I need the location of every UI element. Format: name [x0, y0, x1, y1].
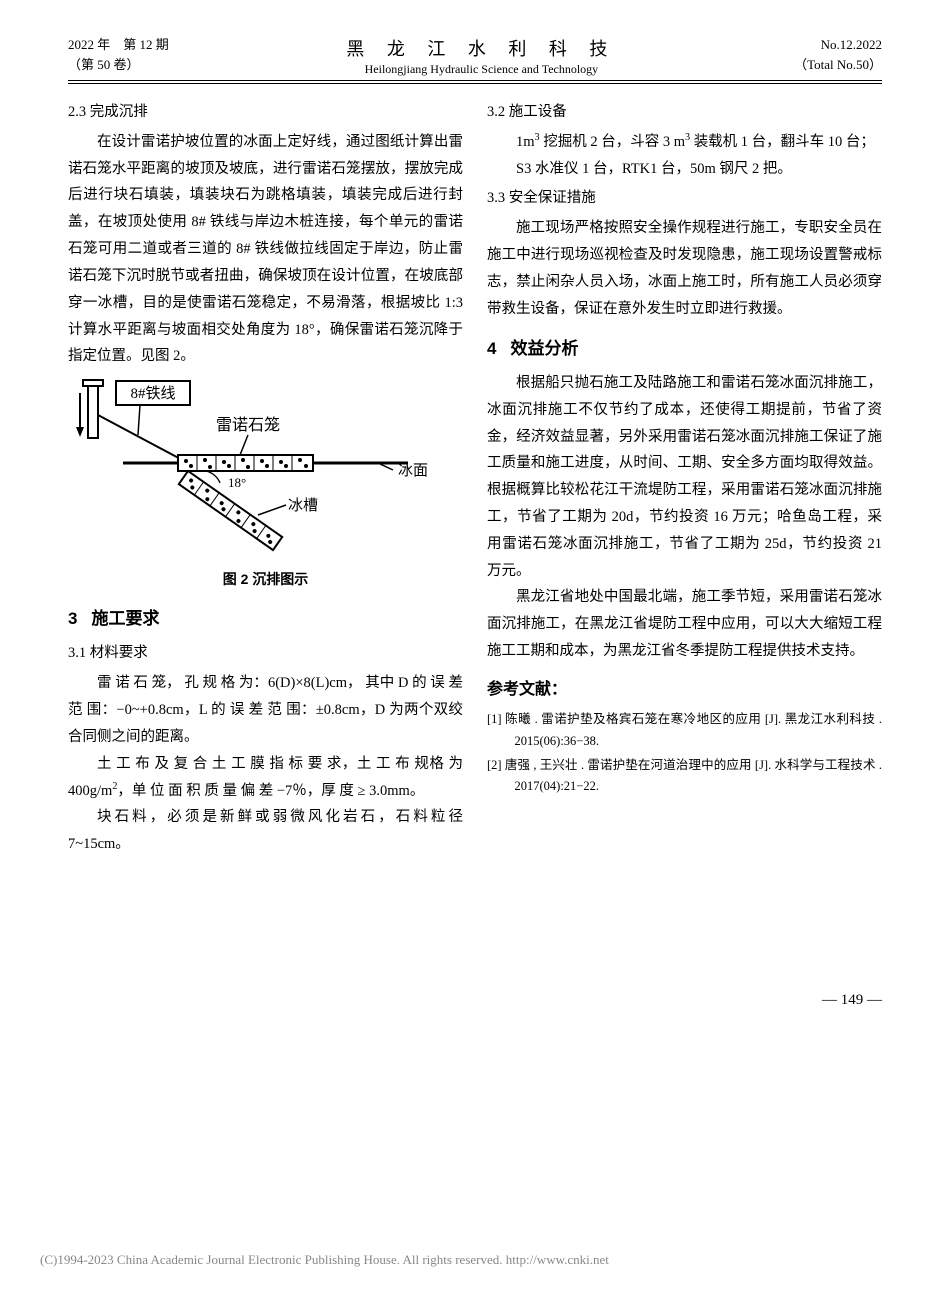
header-left: 2022 年 第 12 期 （第 50 卷）	[68, 35, 169, 74]
heading-3-text: 施工要求	[91, 609, 159, 628]
page-header: 2022 年 第 12 期 （第 50 卷） 黑 龙 江 水 利 科 技 Hei…	[68, 35, 882, 81]
label-ice: 冰面	[398, 462, 428, 479]
heading-3-num: 3	[68, 609, 77, 628]
header-center: 黑 龙 江 水 利 科 技 Heilongjiang Hydraulic Sci…	[169, 35, 794, 77]
journal-title-cn: 黑 龙 江 水 利 科 技	[169, 35, 794, 61]
right-column: 3.2 施工设备 1m3 挖掘机 2 台，斗容 3 m3 装载机 1 台，翻斗车…	[487, 96, 882, 1015]
reference-2: [2] 唐强 , 王兴壮 . 雷诺护垫在河道治理中的应用 [J]. 水科学与工程…	[487, 755, 882, 798]
para-3-1-3: 块石料，必须是新鲜或弱微风化岩石，石料粒径 7~15cm。	[68, 804, 463, 858]
heading-4: 4 效益分析	[487, 333, 882, 364]
label-cage: 雷诺石笼	[216, 416, 280, 434]
para-3-2-1: 1m3 挖掘机 2 台，斗容 3 m3 装载机 1 台，翻斗车 10 台；	[487, 129, 882, 156]
copyright-footer: (C)1994-2023 China Academic Journal Elec…	[40, 1252, 609, 1268]
references-title: 参考文献：	[487, 675, 882, 705]
heading-3-1: 3.1 材料要求	[68, 640, 463, 667]
page-number: — 149 —	[487, 987, 882, 1015]
heading-4-text: 效益分析	[510, 339, 578, 358]
para-3-1-2: 土 工 布 及 复 合 土 工 膜 指 标 要 求，土 工 布 规格 为 400…	[68, 751, 463, 805]
header-rule	[68, 83, 882, 84]
heading-4-num: 4	[487, 339, 496, 358]
reference-1: [1] 陈曦 . 雷诺护垫及格宾石笼在寒冷地区的应用 [J]. 黑龙江水利科技 …	[487, 709, 882, 752]
para-2-3: 在设计雷诺护坡位置的冰面上定好线，通过图纸计算出雷诺石笼水平距离的坡顶及坡底，进…	[68, 129, 463, 370]
figure-2: 8#铁线 雷诺石笼 冰面	[68, 375, 463, 593]
label-wire: 8#铁线	[130, 385, 175, 402]
heading-3-2: 3.2 施工设备	[487, 99, 882, 126]
figure-caption: 图 2 沉排图示	[68, 567, 463, 593]
heading-2-3: 2.3 完成沉排	[68, 99, 463, 126]
sinking-diagram: 8#铁线 雷诺石笼 冰面	[68, 375, 428, 565]
journal-title-en: Heilongjiang Hydraulic Science and Techn…	[169, 62, 794, 77]
issue-info: 2022 年 第 12 期	[68, 35, 169, 55]
issue-no: No.12.2022	[794, 35, 882, 55]
content-columns: 2.3 完成沉排 在设计雷诺护坡位置的冰面上定好线，通过图纸计算出雷诺石笼水平距…	[68, 96, 882, 1015]
heading-3: 3 施工要求	[68, 603, 463, 634]
volume-info: （第 50 卷）	[68, 55, 169, 75]
heading-3-3: 3.3 安全保证措施	[487, 185, 882, 212]
para-3-1-1: 雷 诺 石 笼， 孔 规 格 为：6(D)×8(L)cm， 其中 D 的 误 差…	[68, 670, 463, 750]
angle-label: 18°	[228, 475, 246, 490]
para-3-3: 施工现场严格按照安全操作规程进行施工，专职安全员在施工中进行现场巡视检查及时发现…	[487, 215, 882, 322]
para-3-2-2: S3 水准仪 1 台，RTK1 台，50m 钢尺 2 把。	[487, 156, 882, 183]
total-no: （Total No.50）	[794, 55, 882, 75]
header-right: No.12.2022 （Total No.50）	[794, 35, 882, 74]
para-4-2: 黑龙江省地处中国最北端，施工季节短，采用雷诺石笼冰面沉排施工，在黑龙江省堤防工程…	[487, 584, 882, 664]
label-slot: 冰槽	[288, 497, 318, 514]
para-4-1: 根据船只抛石施工及陆路施工和雷诺石笼冰面沉排施工，冰面沉排施工不仅节约了成本，还…	[487, 370, 882, 585]
gabion-top	[178, 455, 313, 471]
left-column: 2.3 完成沉排 在设计雷诺护坡位置的冰面上定好线，通过图纸计算出雷诺石笼水平距…	[68, 96, 463, 1015]
